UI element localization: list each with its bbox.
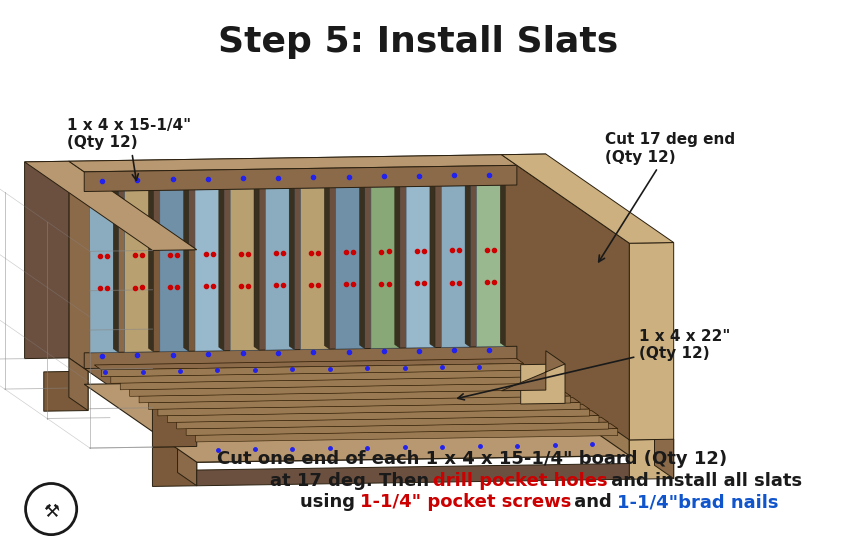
Polygon shape	[84, 378, 629, 462]
Polygon shape	[152, 250, 196, 447]
Polygon shape	[477, 185, 506, 347]
Polygon shape	[113, 188, 118, 353]
Polygon shape	[69, 155, 502, 358]
Polygon shape	[158, 403, 580, 416]
Text: 1-1/4"brad nails: 1-1/4"brad nails	[617, 493, 779, 511]
Polygon shape	[179, 417, 609, 428]
Polygon shape	[465, 182, 470, 347]
Polygon shape	[521, 364, 565, 404]
Polygon shape	[196, 432, 629, 462]
Polygon shape	[189, 424, 618, 435]
Polygon shape	[502, 154, 546, 351]
Polygon shape	[254, 185, 259, 350]
Polygon shape	[441, 186, 470, 348]
Polygon shape	[177, 416, 599, 429]
Polygon shape	[149, 187, 154, 352]
Polygon shape	[360, 184, 365, 349]
Polygon shape	[265, 188, 294, 350]
Polygon shape	[654, 426, 674, 478]
Polygon shape	[125, 190, 154, 352]
Polygon shape	[89, 191, 118, 353]
Text: and: and	[568, 493, 618, 511]
Polygon shape	[104, 365, 533, 376]
Polygon shape	[94, 359, 524, 370]
Polygon shape	[110, 370, 533, 383]
Polygon shape	[394, 183, 400, 348]
Polygon shape	[152, 447, 196, 486]
Polygon shape	[25, 161, 196, 250]
Polygon shape	[69, 358, 88, 410]
Polygon shape	[167, 409, 590, 422]
Text: ⚒: ⚒	[43, 503, 60, 521]
Polygon shape	[84, 346, 517, 368]
Polygon shape	[629, 439, 674, 479]
Polygon shape	[196, 428, 618, 442]
Polygon shape	[502, 351, 565, 390]
Polygon shape	[120, 377, 542, 390]
Polygon shape	[150, 398, 580, 409]
Text: at 17 deg. Then: at 17 deg. Then	[270, 471, 436, 490]
Polygon shape	[84, 166, 517, 191]
Polygon shape	[325, 184, 330, 349]
Polygon shape	[69, 155, 517, 172]
Text: 1-1/4" pocket screws: 1-1/4" pocket screws	[360, 493, 571, 511]
Polygon shape	[629, 243, 674, 440]
Polygon shape	[170, 411, 599, 422]
Text: Cut 17 deg end
(Qty 12): Cut 17 deg end (Qty 12)	[598, 133, 735, 262]
Text: and install all slats: and install all slats	[605, 471, 802, 490]
Polygon shape	[178, 433, 196, 486]
Polygon shape	[160, 404, 590, 415]
Polygon shape	[101, 364, 524, 377]
Polygon shape	[430, 183, 435, 348]
Polygon shape	[289, 185, 294, 350]
Text: Step 5: Install Slats: Step 5: Install Slats	[218, 25, 618, 59]
Polygon shape	[406, 186, 435, 348]
Polygon shape	[184, 186, 189, 351]
Polygon shape	[502, 154, 674, 243]
Polygon shape	[218, 186, 224, 351]
Text: 1 x 4 x 22"
(Qty 12): 1 x 4 x 22" (Qty 12)	[458, 329, 731, 400]
Polygon shape	[371, 187, 400, 349]
Polygon shape	[489, 156, 517, 352]
Polygon shape	[186, 422, 609, 436]
Polygon shape	[230, 189, 259, 350]
Polygon shape	[301, 188, 330, 350]
Polygon shape	[502, 155, 629, 440]
Text: using: using	[300, 493, 361, 511]
Polygon shape	[132, 384, 561, 396]
Polygon shape	[160, 190, 189, 351]
Polygon shape	[195, 189, 224, 351]
Polygon shape	[501, 182, 506, 346]
Polygon shape	[43, 371, 88, 411]
Polygon shape	[25, 161, 69, 359]
Polygon shape	[122, 378, 552, 389]
Text: Cut one end of each 1 x 4 x 15-1/4" board (Qty 12): Cut one end of each 1 x 4 x 15-1/4" boar…	[217, 450, 727, 468]
Polygon shape	[130, 383, 552, 397]
Text: drill pocket holes: drill pocket holes	[434, 471, 608, 490]
Polygon shape	[149, 396, 570, 409]
Polygon shape	[517, 175, 545, 372]
Polygon shape	[545, 195, 573, 391]
Polygon shape	[139, 389, 561, 403]
Polygon shape	[573, 214, 601, 411]
Polygon shape	[69, 161, 196, 447]
Polygon shape	[336, 188, 365, 349]
Polygon shape	[141, 391, 570, 403]
Polygon shape	[113, 372, 542, 383]
Polygon shape	[196, 464, 629, 486]
Text: 1 x 4 x 15-1/4"
(Qty 12): 1 x 4 x 15-1/4" (Qty 12)	[67, 118, 191, 180]
